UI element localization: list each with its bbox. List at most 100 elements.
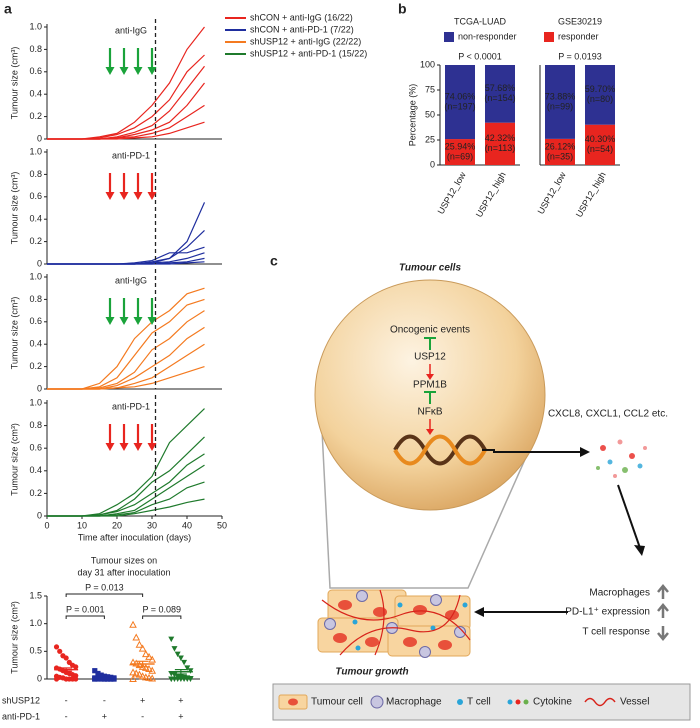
y-tick-label: 75 — [425, 84, 435, 94]
data-point — [168, 636, 175, 643]
y-tick-label: 0 — [37, 673, 42, 683]
y-tick-label: 0.8 — [29, 294, 42, 304]
y-axis-label: Tumour size (cm³) — [9, 423, 19, 496]
data-point — [148, 655, 157, 663]
y-tick-label: 0.5 — [29, 646, 42, 656]
chart-title: GSE30219 — [558, 16, 602, 26]
data-point — [135, 670, 144, 678]
legend-label: shUSP12 + anti-PD-1 (15/22) — [250, 48, 367, 58]
panel-label: b — [398, 1, 407, 17]
treatment-arrowhead — [119, 192, 129, 200]
treatment-arrowhead — [147, 317, 157, 325]
x-tick-label: 30 — [147, 520, 157, 530]
data-point — [108, 676, 114, 682]
tumour-line — [47, 26, 205, 140]
treatment-arrowhead — [133, 443, 143, 451]
pathway-node: PPM1B — [413, 380, 447, 391]
legend-label: Cytokine — [533, 697, 572, 708]
dna — [393, 434, 487, 466]
data-point — [184, 665, 191, 671]
y-tick-label: 0.8 — [29, 420, 42, 430]
n-label: (n=99) — [547, 101, 573, 111]
y-tick-label: 0.4 — [29, 89, 42, 99]
diagram-legend — [272, 683, 691, 721]
pathway-node: USP12 — [414, 352, 446, 363]
legend-swatch — [544, 32, 554, 42]
data-point — [187, 668, 194, 674]
n-label: (n=154) — [484, 93, 515, 103]
effect-arrow — [634, 545, 645, 556]
data-point — [187, 676, 194, 682]
effect-label: Macrophages — [589, 588, 650, 599]
y-tick-label: 0.2 — [29, 488, 42, 498]
y-tick-label: 1.0 — [29, 618, 42, 628]
y-tick-label: 0 — [37, 133, 42, 143]
data-point — [129, 620, 137, 628]
row-value: + — [102, 711, 107, 721]
x-tick-label: USP12_low — [536, 170, 568, 216]
treatment-arrowhead — [119, 443, 129, 451]
y-tick-label: 0.8 — [29, 44, 42, 54]
tumour-tissue — [317, 589, 471, 658]
n-label: (n=197) — [444, 101, 475, 111]
data-point — [73, 676, 79, 682]
y-tick-label: 0.2 — [29, 111, 42, 121]
y-axis-label: Tumour size (cm³) — [9, 172, 19, 245]
diagram-title: Tumour cells — [399, 263, 461, 274]
treatment-label: anti-IgG — [115, 275, 147, 285]
row-value: - — [103, 695, 106, 705]
data-point — [135, 661, 144, 669]
data-point — [53, 644, 60, 650]
legend-label: shUSP12 + anti-IgG (22/22) — [250, 36, 361, 46]
significance-bracket — [142, 615, 182, 619]
bar-segment — [585, 124, 615, 165]
row-label: shUSP12 — [2, 695, 40, 705]
y-tick-label: 0.8 — [29, 169, 42, 179]
y-tick-label: 0.4 — [29, 214, 42, 224]
p-value: P = 0.0193 — [558, 51, 602, 61]
y-tick-label: 1.0 — [29, 21, 42, 31]
row-value: + — [178, 695, 183, 705]
cytokines — [596, 439, 647, 478]
data-point — [53, 676, 60, 682]
y-tick-label: 0.6 — [29, 191, 42, 201]
x-tick-label: USP12_high — [574, 170, 608, 219]
bar-segment — [445, 139, 475, 165]
y-tick-label: 1.0 — [29, 271, 42, 281]
y-axis-label: Tumour size (cm³) — [9, 601, 19, 674]
data-point — [171, 646, 178, 652]
y-tick-label: 100 — [420, 59, 435, 69]
effect-label: PD-L1⁺ expression — [565, 607, 650, 618]
p-value: P = 0.089 — [142, 604, 181, 614]
legend-swatch — [444, 32, 454, 42]
tumour-line — [47, 261, 205, 265]
value-label: 42.32% — [485, 133, 516, 143]
treatment-label: anti-PD-1 — [112, 401, 150, 411]
chart-title: TCGA-LUAD — [454, 16, 507, 26]
legend-label: non-responder — [458, 31, 517, 41]
p-value: P = 0.013 — [85, 582, 124, 592]
data-point — [145, 664, 153, 673]
data-point — [132, 669, 141, 677]
legend-label: Vessel — [620, 697, 649, 708]
tumour-line — [47, 326, 205, 390]
x-tick-label: 10 — [77, 520, 87, 530]
data-point — [98, 672, 104, 678]
data-point — [101, 676, 107, 682]
treatment-arrowhead — [147, 192, 157, 200]
n-label: (n=80) — [587, 94, 613, 104]
bar-segment — [545, 65, 575, 139]
data-point — [98, 676, 104, 682]
treatment-arrowhead — [147, 443, 157, 451]
tumour-line — [47, 121, 205, 140]
value-label: 40.30% — [585, 134, 616, 144]
p-value: P < 0.0001 — [458, 51, 502, 61]
data-point — [129, 668, 137, 676]
data-point — [177, 655, 184, 661]
y-tick-label: 50 — [425, 109, 435, 119]
data-point — [104, 676, 111, 682]
data-point — [73, 664, 79, 670]
n-label: (n=69) — [447, 151, 473, 161]
data-point — [63, 655, 69, 661]
y-tick-label: 1.5 — [29, 590, 42, 600]
